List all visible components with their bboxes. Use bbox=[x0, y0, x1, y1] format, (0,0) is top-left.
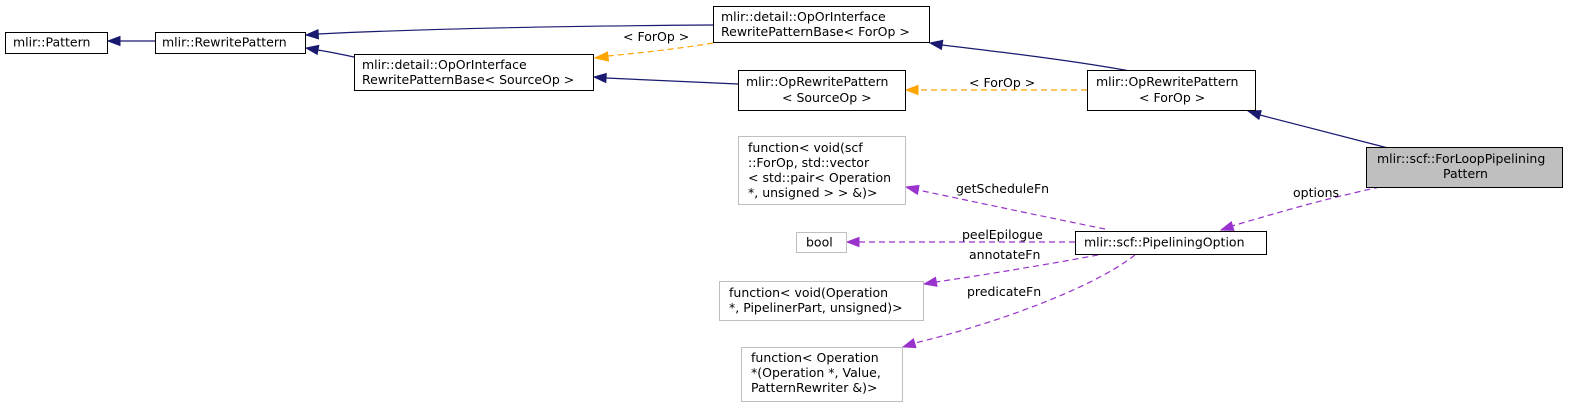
edge-label-forop-2: < ForOp > bbox=[969, 75, 1035, 90]
node-rewrite-pattern[interactable]: mlir::RewritePattern bbox=[155, 32, 306, 54]
edge-oprewrite-sourceop-to-oporiface-sourceop bbox=[592, 72, 739, 85]
node-op-rewrite-pattern-sourceop-line2: < SourceOp > bbox=[782, 90, 872, 105]
edge-annotate-fn bbox=[922, 254, 1099, 287]
node-op-or-interface-forop[interactable]: mlir::detail::OpOrInterface RewritePatte… bbox=[713, 6, 930, 43]
edge-label-annotate-fn: annotateFn bbox=[969, 247, 1040, 262]
edge-label-forop-1: < ForOp > bbox=[623, 29, 689, 44]
node-bool-label: bool bbox=[806, 235, 833, 250]
node-op-rewrite-pattern-forop-line1: mlir::OpRewritePattern bbox=[1096, 74, 1238, 89]
node-for-loop-pipelining-pattern[interactable]: mlir::scf::ForLoopPipelining Pattern bbox=[1366, 147, 1563, 188]
node-op-or-interface-sourceop-line2: RewritePatternBase< SourceOp > bbox=[362, 72, 574, 87]
node-for-loop-pipelining-pattern-line1: mlir::scf::ForLoopPipelining bbox=[1377, 151, 1545, 166]
node-pattern[interactable]: mlir::Pattern bbox=[5, 32, 108, 54]
edges bbox=[106, 24, 1389, 349]
node-predicate-type-line3: PatternRewriter &)> bbox=[751, 380, 877, 395]
node-op-or-interface-forop-line2: RewritePatternBase< ForOp > bbox=[721, 24, 910, 39]
node-get-schedule-type-line4: *, unsigned > > &)> bbox=[748, 185, 877, 200]
node-rewrite-pattern-label: mlir::RewritePattern bbox=[162, 35, 287, 50]
edge-get-schedule-fn bbox=[904, 184, 1106, 230]
node-for-loop-pipelining-pattern-line2: Pattern bbox=[1443, 166, 1488, 181]
node-annotate-type-line2: *, PipelinerPart, unsigned)> bbox=[729, 300, 903, 315]
edge-label-peel-epilogue: peelEpilogue bbox=[962, 227, 1043, 242]
edge-rewritepattern-to-pattern bbox=[106, 35, 155, 47]
node-op-or-interface-forop-line1: mlir::detail::OpOrInterface bbox=[721, 9, 886, 24]
node-annotate-type-line1: function< void(Operation bbox=[729, 285, 888, 300]
edge-oprewrite-forop-to-oporiface-forop bbox=[928, 39, 1131, 72]
edge-label-options: options bbox=[1293, 185, 1339, 200]
node-get-schedule-type-line1: function< void(scf bbox=[748, 140, 863, 155]
node-pipelining-option-label: mlir::scf::PipeliningOption bbox=[1084, 235, 1245, 250]
node-pattern-label: mlir::Pattern bbox=[13, 35, 90, 50]
node-predicate-type-line1: function< Operation bbox=[751, 350, 879, 365]
edge-label-predicate-fn: predicateFn bbox=[967, 284, 1041, 299]
node-op-rewrite-pattern-forop-line2: < ForOp > bbox=[1139, 90, 1205, 105]
edge-label-get-schedule-fn: getScheduleFn bbox=[956, 181, 1049, 196]
node-get-schedule-type[interactable]: function< void(scf ::ForOp, std::vector … bbox=[738, 136, 906, 205]
node-op-rewrite-pattern-sourceop-line1: mlir::OpRewritePattern bbox=[746, 74, 888, 89]
node-predicate-type[interactable]: function< Operation *(Operation *, Value… bbox=[741, 347, 903, 402]
edge-peel-epilogue bbox=[845, 236, 1075, 248]
edge-oporiface-template-instance bbox=[593, 42, 714, 62]
edge-oporiface-sourceop-to-rewritepattern bbox=[304, 44, 355, 58]
edge-oprewrite-template-instance bbox=[904, 84, 1087, 96]
node-get-schedule-type-line2: ::ForOp, std::vector bbox=[748, 155, 870, 170]
node-op-or-interface-sourceop[interactable]: mlir::detail::OpOrInterface RewritePatte… bbox=[354, 54, 594, 91]
node-predicate-type-line2: *(Operation *, Value, bbox=[751, 365, 881, 380]
edge-oporiface-forop-to-rewritepattern bbox=[304, 24, 714, 40]
edge-pipeliningoption-options bbox=[1219, 186, 1381, 231]
node-op-rewrite-pattern-forop[interactable]: mlir::OpRewritePattern < ForOp > bbox=[1087, 70, 1256, 111]
edge-forlooppipelining-to-oprewrite-forop bbox=[1246, 110, 1389, 149]
node-get-schedule-type-line3: < std::pair< Operation bbox=[748, 170, 891, 185]
edge-predicate-fn bbox=[901, 254, 1136, 349]
node-pipelining-option[interactable]: mlir::scf::PipeliningOption bbox=[1075, 231, 1267, 255]
node-bool[interactable]: bool bbox=[796, 232, 847, 253]
edge-labels: < ForOp > < ForOp > options getScheduleF… bbox=[623, 29, 1339, 299]
node-op-or-interface-sourceop-line1: mlir::detail::OpOrInterface bbox=[362, 57, 527, 72]
node-annotate-type[interactable]: function< void(Operation *, PipelinerPar… bbox=[719, 281, 924, 321]
node-op-rewrite-pattern-sourceop[interactable]: mlir::OpRewritePattern < SourceOp > bbox=[738, 70, 906, 111]
